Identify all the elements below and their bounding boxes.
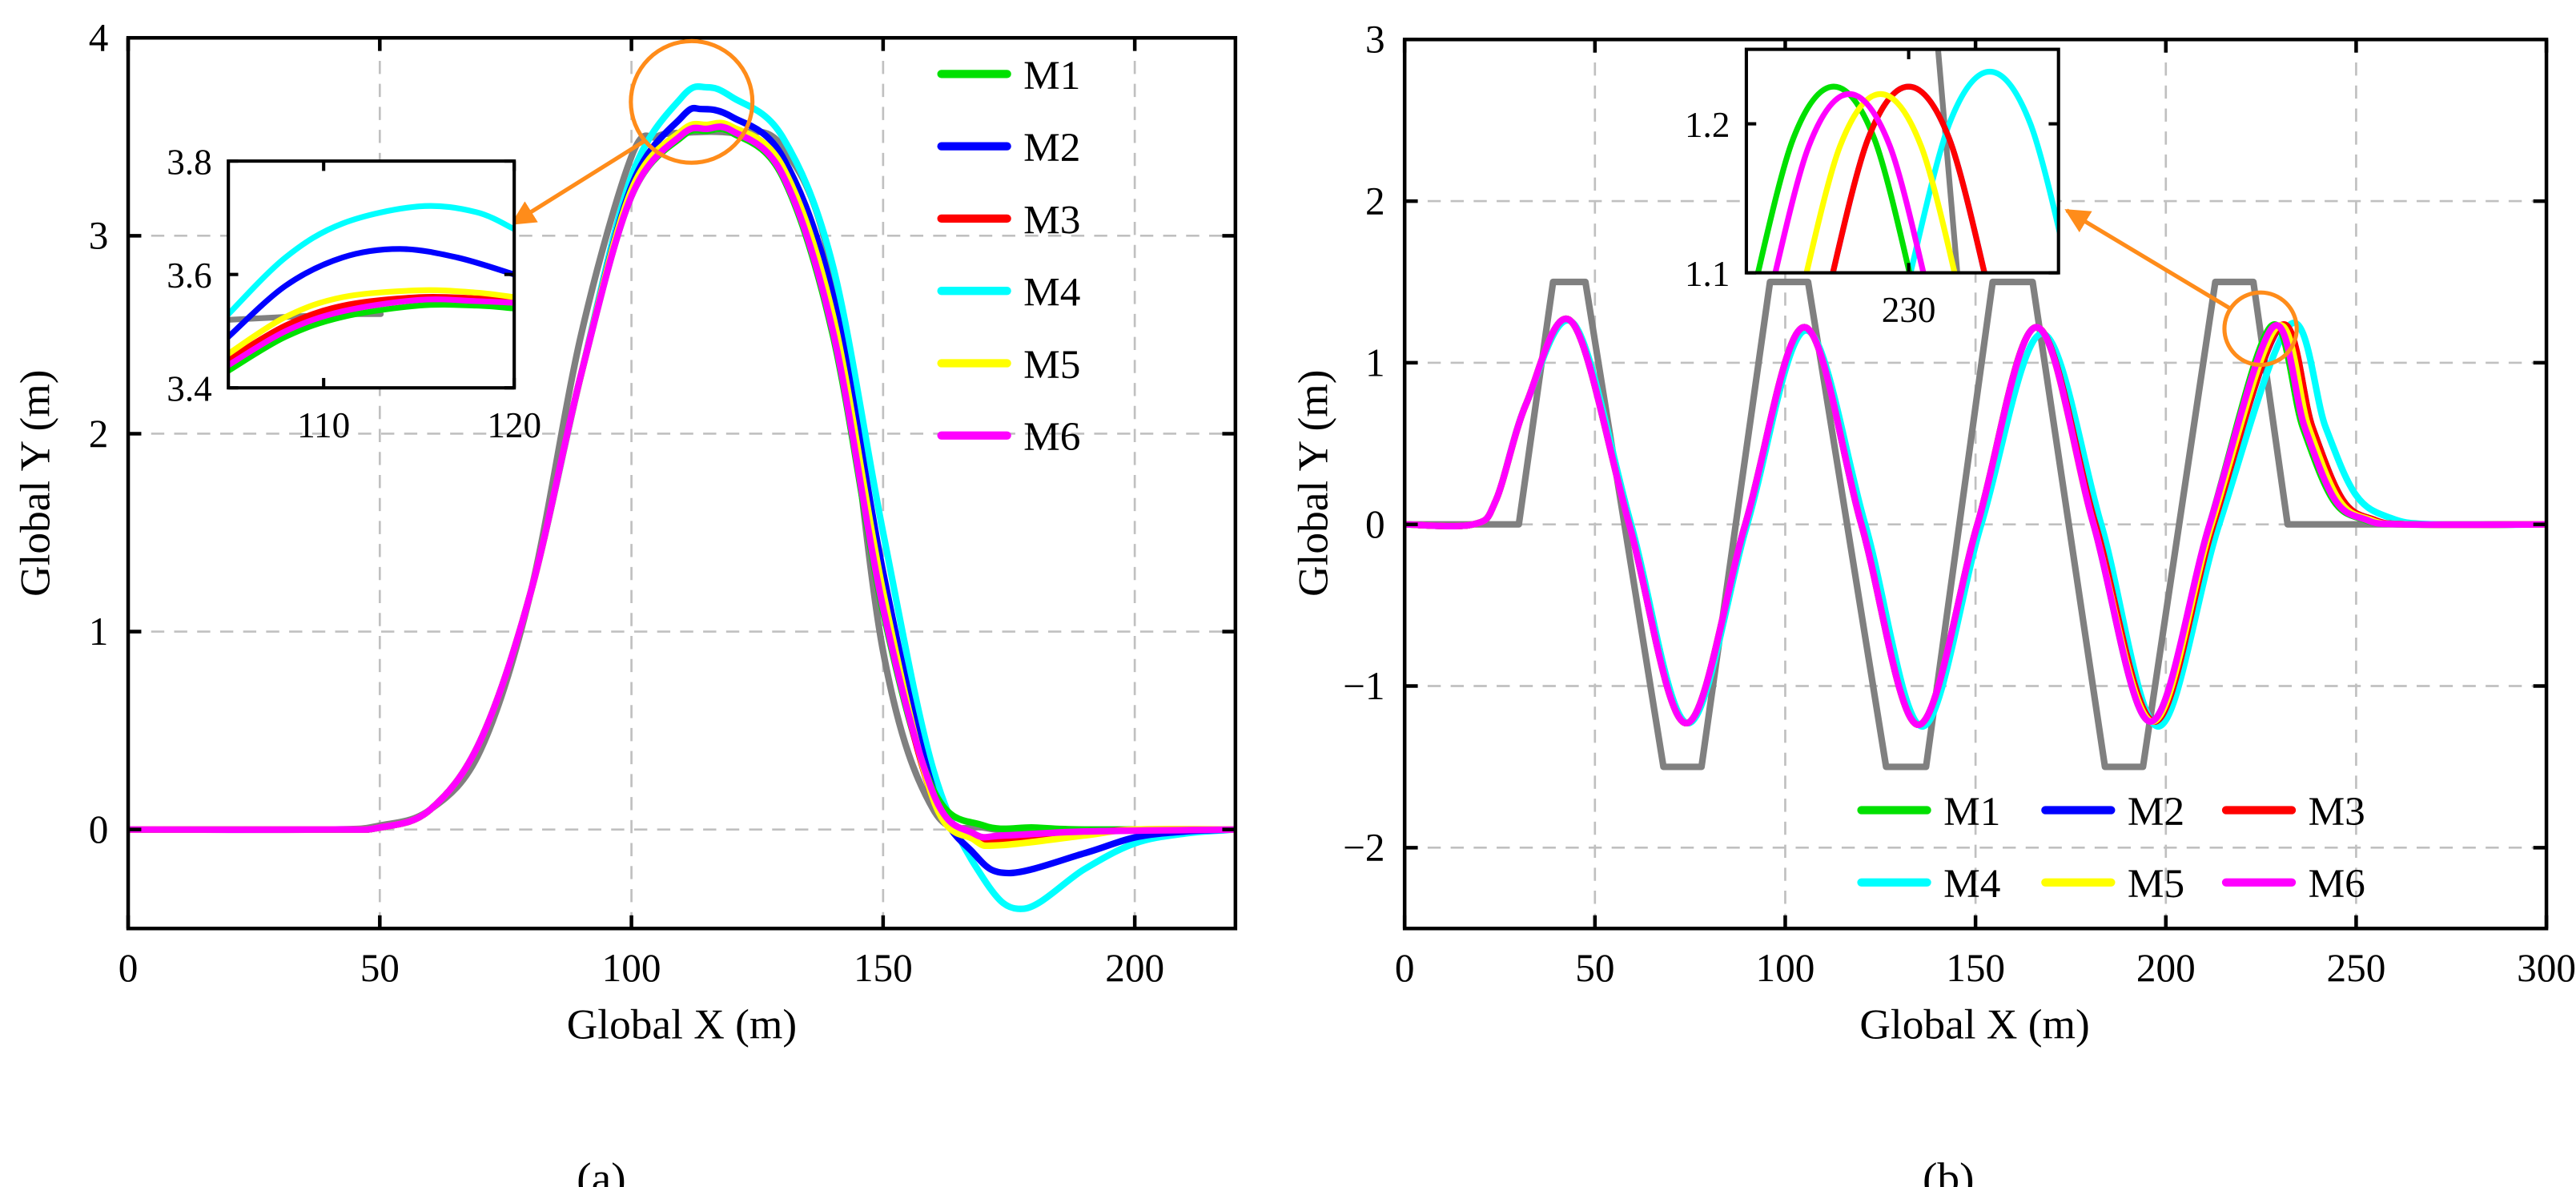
a-legend-label-m3: M3 — [1023, 197, 1080, 243]
a-y-tick-label: 3 — [89, 214, 109, 258]
b-x-tick-label: 200 — [2136, 946, 2196, 990]
b-inset-series-line-m3 — [1830, 83, 1987, 273]
b-legend-label-m6: M6 — [2309, 861, 2365, 907]
a-inset-series-line-m2 — [228, 246, 515, 340]
panel-a: 0 50 100 150 200 0 1 2 3 4 M1 M2 M3 M4 M5 M6 110 120 3.4 3.… — [89, 16, 1238, 990]
b-y-tick-label: 1 — [1365, 340, 1385, 384]
a-legend-label-m5: M5 — [1023, 342, 1080, 388]
b-y-tick-label: 2 — [1365, 179, 1385, 223]
a-zoom-arrow — [510, 139, 645, 226]
a-y-tick-label: 1 — [89, 610, 109, 654]
a-series-group — [128, 82, 1236, 912]
b-inset-series-line-m6 — [1772, 91, 1927, 273]
a-series-line-m6 — [128, 123, 1236, 841]
b-inset-axes-frame — [1744, 47, 2060, 275]
b-x-tick-label: 150 — [1946, 946, 2005, 990]
a-axes-frame — [126, 35, 1238, 931]
a-inset-series-group — [228, 203, 515, 374]
a-legend-label-m1: M1 — [1023, 53, 1080, 99]
b-zoom-circle — [2222, 290, 2299, 368]
b-x-tick-label: 250 — [2327, 946, 2386, 990]
panel-b-xlabel: Global X (m) — [1859, 1000, 2089, 1048]
b-legend-label-m3: M3 — [2309, 789, 2365, 835]
a-x-tick-label: 100 — [602, 946, 661, 990]
a-zoom-circle — [629, 38, 755, 165]
b-inset-series-line-reference — [1935, 49, 1960, 273]
b-zoom-arrow — [2064, 208, 2232, 311]
b-x-tick-label: 0 — [1395, 946, 1415, 990]
a-inset: 110 120 3.4 3.6 3.8 — [167, 143, 541, 445]
b-y-tick-label: −2 — [1343, 826, 1384, 870]
a-x-tick-label: 200 — [1105, 946, 1164, 990]
b-legend-label-m4: M4 — [1943, 861, 2000, 907]
b-legend-label-m1: M1 — [1943, 789, 2000, 835]
b-inset: 230 1.1 1.2 — [1685, 47, 2060, 330]
a-x-tick-label: 0 — [119, 946, 139, 990]
a-inset-series-line-m4 — [228, 203, 515, 317]
b-x-tick-label: 100 — [1756, 946, 1815, 990]
a-inset-y-tick-label: 3.4 — [167, 369, 211, 409]
a-y-tick-label: 4 — [89, 16, 109, 60]
b-inset-y-tick-label: 1.1 — [1685, 254, 1730, 294]
panel-a-label: (a) — [577, 1154, 625, 1187]
b-x-tick-label: 300 — [2517, 946, 2576, 990]
a-y-tick-label: 0 — [89, 807, 109, 851]
panel-b-ylabel: Global Y (m) — [1289, 370, 1337, 597]
a-inset-series-line-m5 — [228, 287, 515, 357]
b-inset-y-tick-label: 1.2 — [1685, 105, 1730, 145]
b-y-tick-label: −1 — [1343, 664, 1384, 708]
b-inset-series-line-m5 — [1803, 91, 1958, 273]
panel-a-ylabel: Global Y (m) — [11, 370, 59, 597]
a-inset-series-line-m1 — [228, 301, 515, 374]
panel-a-xlabel: Global X (m) — [567, 1000, 797, 1048]
b-series-line-reference — [1405, 278, 2547, 771]
a-inset-y-tick-label: 3.8 — [167, 143, 211, 183]
panel-b-label: (b) — [1923, 1154, 1975, 1187]
a-x-tick-label: 150 — [854, 946, 913, 990]
a-legend-label-m4: M4 — [1023, 270, 1080, 316]
b-inset-series-line-m4 — [1907, 68, 2059, 273]
b-inset-series-line-m1 — [1754, 83, 1913, 273]
b-inset-x-tick-label: 230 — [1882, 290, 1936, 330]
a-legend-label-m6: M6 — [1023, 414, 1080, 460]
b-y-tick-label: 0 — [1365, 502, 1385, 546]
a-inset-plot-area — [228, 161, 515, 388]
a-inset-x-tick-label: 110 — [297, 405, 350, 445]
b-x-tick-label: 50 — [1575, 946, 1614, 990]
panel-b: 0 50 100 150 200 250 300 −2 −1 0 1 2 3 M1 M2 M3 M4 M5 M6 23… — [1343, 18, 2576, 990]
b-inset-series-group — [1754, 49, 2059, 273]
b-y-tick-label: 3 — [1365, 18, 1385, 62]
b-legend-label-m5: M5 — [2128, 861, 2184, 907]
b-legend-label-m2: M2 — [2128, 789, 2184, 835]
a-y-tick-label: 2 — [89, 412, 109, 456]
a-inset-series-line-m6 — [228, 296, 515, 368]
a-inset-y-tick-label: 3.6 — [167, 256, 211, 296]
a-legend-label-m2: M2 — [1023, 125, 1080, 171]
a-inset-x-tick-label: 120 — [487, 405, 541, 445]
a-x-tick-label: 50 — [360, 946, 400, 990]
